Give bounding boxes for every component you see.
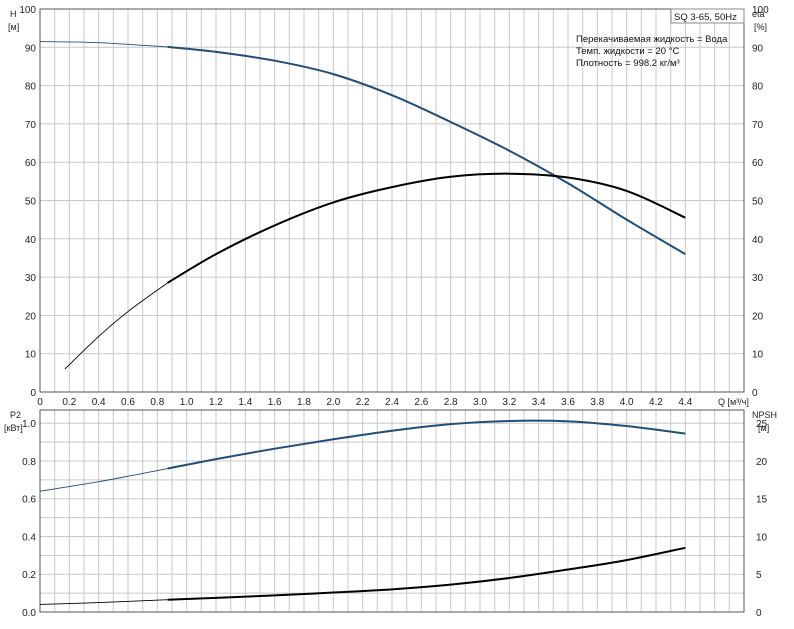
x-tick-label: 1.8 xyxy=(297,397,311,408)
efficiency-curve xyxy=(167,172,686,284)
x-tick-label: 0.6 xyxy=(121,397,135,408)
x-tick-label: 1.6 xyxy=(268,397,282,408)
y2-tick-label: 90 xyxy=(752,43,764,54)
y2-tick-label: 60 xyxy=(752,158,764,169)
y-tick-label: 1.0 xyxy=(22,419,36,430)
y2-tick-label: 0 xyxy=(752,388,758,399)
power-curve xyxy=(167,419,686,470)
y-tick-label: 10 xyxy=(25,350,37,361)
y2-tick-label: 100 xyxy=(752,5,769,16)
y-tick-label: 50 xyxy=(25,197,37,208)
x-tick-label: 0.8 xyxy=(150,397,164,408)
y-tick-label: 40 xyxy=(25,235,37,246)
bottom-left-axis-unit: [кВт] xyxy=(4,423,23,433)
x-tick-label: 0 xyxy=(37,397,43,408)
y2-tick-label: 40 xyxy=(752,235,764,246)
info-line-fluid: Перекачиваемая жидкость = Вода xyxy=(576,34,728,45)
y-tick-label: 0.6 xyxy=(22,495,36,506)
y2-tick-label: 25 xyxy=(756,419,768,430)
y-tick-label: 80 xyxy=(25,82,37,93)
x-tick-label: 2.6 xyxy=(414,397,428,408)
x-tick-label: 2.4 xyxy=(385,397,399,408)
top-chart-grid xyxy=(39,8,745,393)
top-right-axis-label: eta xyxy=(752,9,765,19)
x-tick-label: 1.2 xyxy=(209,397,223,408)
info-line-temperature: Темп. жидкости = 20 °C xyxy=(576,46,679,57)
y2-tick-label: 15 xyxy=(756,495,768,506)
x-tick-label: 4.4 xyxy=(678,397,692,408)
y-tick-label: 60 xyxy=(25,158,37,169)
bottom-left-axis-label: P2 xyxy=(10,410,21,420)
x-tick-label: 3.4 xyxy=(532,397,546,408)
y2-tick-label: 30 xyxy=(752,273,764,284)
y2-tick-label: 10 xyxy=(752,350,764,361)
y2-tick-label: 80 xyxy=(752,82,764,93)
x-tick-label: 1.0 xyxy=(180,397,194,408)
x-tick-label: 0.2 xyxy=(62,397,76,408)
top-right-axis-unit: [%] xyxy=(754,22,767,32)
x-tick-label: 3.6 xyxy=(561,397,575,408)
x-tick-label: 2.8 xyxy=(444,397,458,408)
bottom-chart-grid xyxy=(39,409,745,613)
chart-curves xyxy=(39,41,686,605)
chart-title: SQ 3-65, 50Hz xyxy=(674,12,737,23)
x-tick-label: 3.8 xyxy=(590,397,604,408)
y-tick-label: 70 xyxy=(25,120,37,131)
head-curve xyxy=(167,45,686,255)
top-plot-frame xyxy=(39,8,745,393)
x-axis-label: Q [м³/ч] xyxy=(718,397,749,407)
bottom-right-axis-label: NPSH xyxy=(752,410,777,420)
npsh-curve-thin xyxy=(39,599,168,605)
top-left-axis-label: H xyxy=(10,9,17,19)
y-tick-label: 0.2 xyxy=(22,570,36,581)
bottom-chart-ticks: 0.0 0.2 0.4 0.6 0.8 1.0 0 5 10 15 20 25 xyxy=(22,419,767,619)
efficiency-curve-thin xyxy=(64,282,168,370)
bottom-plot-frame xyxy=(39,409,745,613)
y2-tick-label: 5 xyxy=(756,570,762,581)
head-curve-thin xyxy=(39,41,168,48)
x-tick-label: 2.2 xyxy=(356,397,370,408)
y2-tick-label: 50 xyxy=(752,197,764,208)
y-tick-label: 30 xyxy=(25,273,37,284)
y-tick-label: 100 xyxy=(19,5,36,16)
y-tick-label: 90 xyxy=(25,43,37,54)
y-tick-label: 0.4 xyxy=(22,532,36,543)
y-tick-label: 0.8 xyxy=(22,457,36,468)
bottom-right-axis-unit: [м] xyxy=(758,423,769,433)
x-tick-label: 4.2 xyxy=(649,397,663,408)
y-tick-label: 0 xyxy=(30,388,36,399)
top-left-axis-unit: [м] xyxy=(8,22,19,32)
y-tick-label: 20 xyxy=(25,311,37,322)
x-tick-label: 2.0 xyxy=(326,397,340,408)
x-tick-label: 3.0 xyxy=(473,397,487,408)
y2-tick-label: 0 xyxy=(756,608,762,619)
npsh-curve xyxy=(167,546,686,601)
power-curve-thin xyxy=(39,468,168,492)
x-tick-label: 3.2 xyxy=(502,397,516,408)
y2-tick-label: 20 xyxy=(756,457,768,468)
info-line-density: Плотность = 998.2 кг/м³ xyxy=(576,58,680,69)
y2-tick-label: 10 xyxy=(756,532,768,543)
x-tick-label: 0.4 xyxy=(92,397,106,408)
x-tick-label: 1.4 xyxy=(238,397,252,408)
y2-tick-label: 70 xyxy=(752,120,764,131)
y2-tick-label: 20 xyxy=(752,311,764,322)
title-box xyxy=(670,8,745,24)
y-tick-label: 0.0 xyxy=(22,608,36,619)
x-tick-label: 4.0 xyxy=(620,397,634,408)
